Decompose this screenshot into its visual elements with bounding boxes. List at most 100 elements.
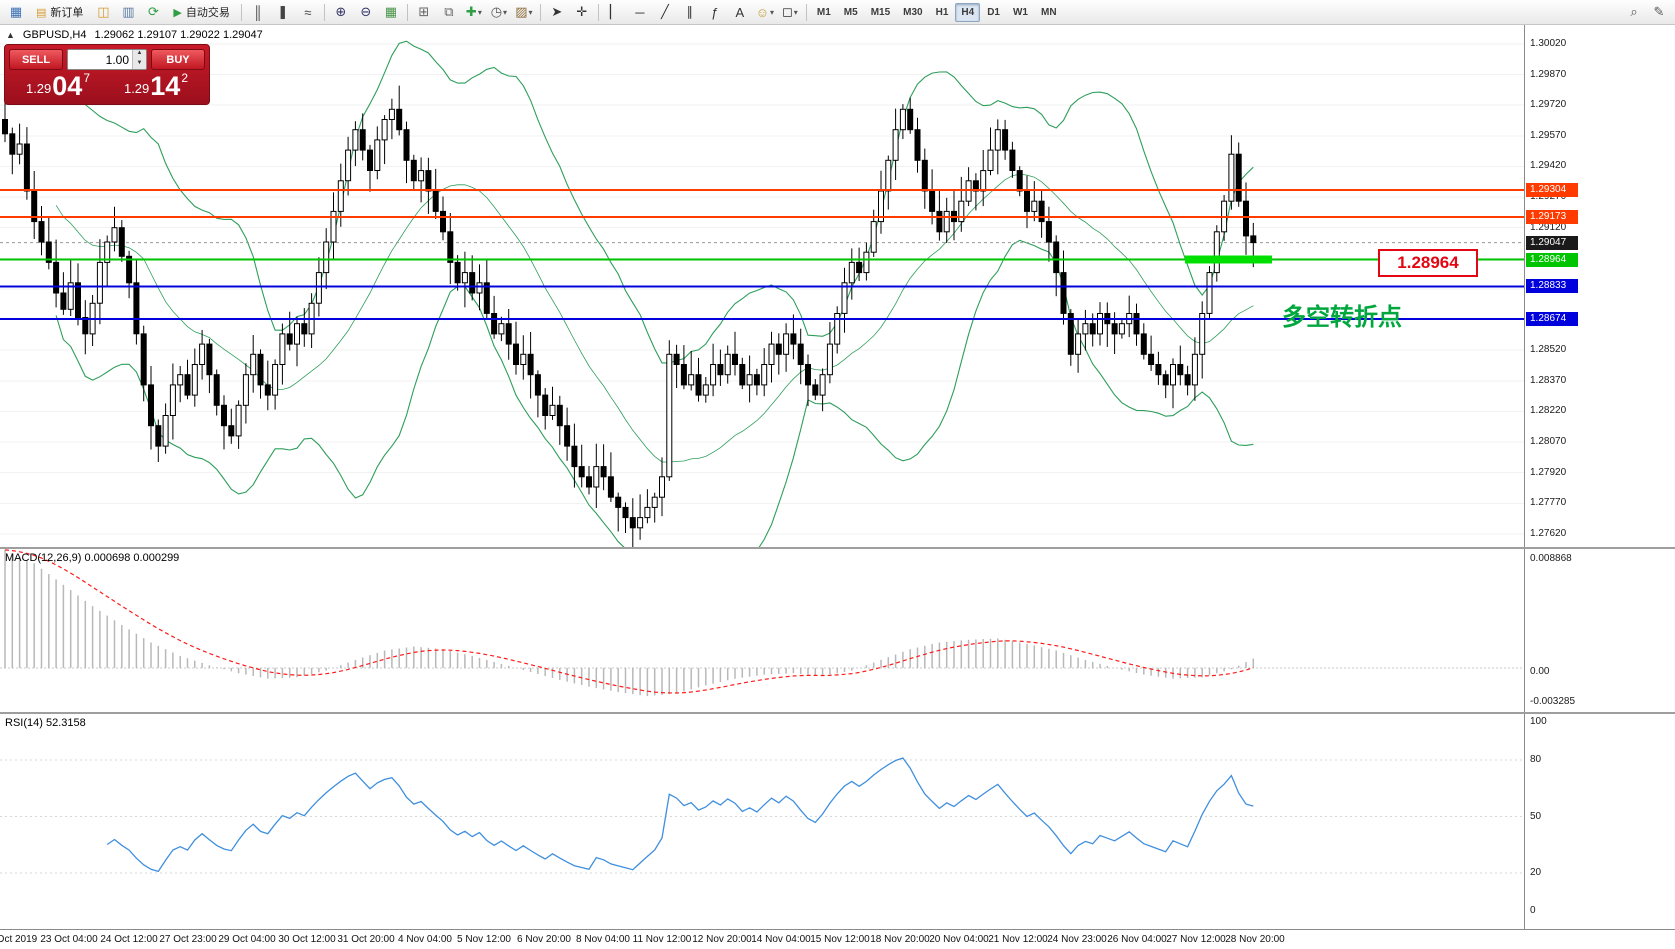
candlestick-chart-icon[interactable]: ❚ (271, 1, 295, 23)
line-chart-icon-glyph: ≈ (304, 4, 312, 20)
chevron-down-icon[interactable]: ▾ (528, 7, 533, 17)
timeframe-w1-button[interactable]: W1 (1012, 6, 1028, 18)
zoom-in-icon[interactable]: ⊕ (329, 1, 353, 23)
market-watch-icon-glyph: ▥ (122, 4, 135, 19)
templates-icon-glyph: ▨ (515, 4, 528, 19)
time-axis-label: 4 Nov 04:00 (398, 934, 452, 945)
buy-price[interactable]: 1.29 14 2 (107, 71, 205, 100)
price-level-label[interactable]: 1.28964 (1378, 249, 1478, 277)
timeframe-m15-button[interactable]: M15 (870, 6, 891, 18)
terminal-icon[interactable]: ▦ (4, 1, 28, 23)
price-axis-label: 1.29720 (1530, 99, 1567, 110)
new-order-button[interactable]: ▤ 新订单 (29, 1, 90, 23)
candlesticks[interactable] (2, 85, 1257, 547)
chevron-down-icon[interactable]: ▾ (793, 7, 798, 17)
templates-icon[interactable]: ▨ ▾ (512, 1, 536, 23)
macd-signal-line (4, 549, 1254, 694)
channel-icon-glyph: ∥ (686, 4, 694, 19)
timeframe-m30-button[interactable]: M30 (903, 6, 923, 18)
price-axis-label: 1.28520 (1530, 344, 1567, 355)
rsi-axis-label: 50 (1530, 811, 1542, 822)
volume-down-icon[interactable]: ▼ (136, 59, 143, 66)
rsi-label: RSI(14) 52.3158 (5, 717, 86, 729)
time-axis-label: 5 Nov 12:00 (457, 934, 511, 945)
indicators-icon[interactable]: ✚ ▾ (462, 1, 486, 23)
refresh-icon[interactable]: ⟳ (141, 1, 165, 23)
ohlc-values: 1.29062 1.29107 1.29022 1.29047 (94, 29, 263, 41)
bollinger-bands (55, 40, 1254, 547)
turning-point-annotation[interactable]: 多空转折点 (1282, 304, 1402, 331)
horizontal-line-objects[interactable] (0, 189, 1524, 320)
price-marker-1.28964: 1.28964 (1526, 253, 1578, 267)
sell-button[interactable]: SELL (9, 49, 63, 70)
edit-icon[interactable]: ✎ (1647, 1, 1671, 23)
buy-button[interactable]: BUY (151, 49, 205, 70)
macd-axis-label: 0.008868 (1530, 553, 1572, 564)
price-axis-label: 1.29870 (1530, 69, 1567, 80)
periods-icon[interactable]: ◷ ▾ (487, 1, 511, 23)
timeframe-m1-button[interactable]: M1 (816, 6, 831, 18)
macd-chart-svg[interactable] (0, 549, 1524, 712)
time-axis-label: 31 Oct 20:00 (337, 934, 395, 945)
price-chart-svg[interactable] (0, 25, 1524, 547)
chart-profiles-icon[interactable]: ◫ (91, 1, 115, 23)
toolbar-separator (539, 3, 541, 21)
price-axis-label: 1.29120 (1530, 222, 1567, 233)
zoom-out-icon[interactable]: ⊖ (354, 1, 378, 23)
autotrading-button[interactable]: ▶ 自动交易 (166, 1, 236, 23)
chevron-down-icon[interactable]: ▾ (503, 7, 508, 17)
cascade-windows-icon[interactable]: ⧉ (437, 1, 461, 23)
horizontal-line-icon[interactable]: ─ (628, 1, 652, 23)
time-axis-label: 26 Nov 04:00 (1107, 934, 1167, 945)
chart-profiles-icon-glyph: ◫ (97, 4, 110, 19)
vertical-line-icon[interactable]: ▏ (603, 1, 627, 23)
crosshair-icon[interactable]: ✛ (570, 1, 594, 23)
oct-toggle-arrow[interactable]: ▲ (6, 30, 15, 40)
rsi-chart-svg[interactable] (0, 714, 1524, 929)
rsi-panel: RSI(14) 52.3158 100 80 50 20 0 (0, 714, 1675, 929)
autotrading-glyph: ▶ (173, 6, 182, 19)
rsi-axis-label: 20 (1530, 867, 1542, 878)
panel-separator[interactable] (0, 547, 1675, 549)
sell-price-sup: 7 (83, 71, 91, 85)
panel-separator-2[interactable] (0, 712, 1675, 714)
tile-windows-icon[interactable]: ▦ (379, 1, 403, 23)
macd-axis: 0.008868 0.00 -0.003285 (1524, 549, 1675, 712)
market-watch-icon[interactable]: ▥ (116, 1, 140, 23)
channel-icon[interactable]: ∥ (678, 1, 702, 23)
one-click-trading-panel: SELL ▲ ▼ BUY 1.29 04 7 1.29 14 2 (4, 44, 210, 105)
timeframe-mn-button[interactable]: MN (1040, 6, 1057, 18)
volume-input[interactable] (68, 50, 132, 69)
timeframe-h4-button[interactable]: H4 (955, 2, 981, 22)
rsi-axis-label: 100 (1530, 716, 1547, 727)
arrange-windows-icon[interactable]: ⊞ (412, 1, 436, 23)
periods-icon-glyph: ◷ (490, 4, 503, 19)
time-axis-label: 21 Nov 12:00 (988, 934, 1048, 945)
cursor-icon[interactable]: ➤ (545, 1, 569, 23)
text-label-icon[interactable]: A (728, 1, 752, 23)
fibonacci-icon[interactable]: ƒ (703, 1, 727, 23)
timeframe-m5-button[interactable]: M5 (843, 6, 858, 18)
rsi-line (106, 757, 1254, 873)
trendline-icon[interactable]: ╱ (653, 1, 677, 23)
price-axis-label: 1.29420 (1530, 160, 1567, 171)
chevron-down-icon[interactable]: ▾ (770, 7, 775, 17)
price-axis-label: 1.28220 (1530, 405, 1567, 416)
macd-values: 0.000698 0.000299 (84, 552, 180, 564)
bar-chart-icon[interactable]: ║ (246, 1, 270, 23)
rsi-levels (0, 759, 1524, 874)
volume-up-icon[interactable]: ▲ (136, 50, 143, 56)
chevron-down-icon[interactable]: ▾ (477, 7, 482, 17)
timeframe-d1-button[interactable]: D1 (987, 6, 1000, 18)
search-icon[interactable]: ⌕ (1622, 1, 1646, 23)
line-chart-icon[interactable]: ≈ (296, 1, 320, 23)
macd-panel: MACD(12,26,9) 0.000698 0.000299 0.008868… (0, 549, 1675, 712)
arrows-objects-icon[interactable]: ☺ ▾ (753, 1, 777, 23)
sell-price[interactable]: 1.29 04 7 (9, 71, 107, 100)
rsi-axis-label: 80 (1530, 754, 1542, 765)
shapes-icon[interactable]: ◻ ▾ (778, 1, 802, 23)
timeframe-h1-button[interactable]: H1 (935, 6, 949, 18)
time-axis-label: 14 Nov 04:00 (751, 934, 811, 945)
price-axis: 1.300201.298701.297201.295701.294201.292… (1524, 25, 1675, 547)
